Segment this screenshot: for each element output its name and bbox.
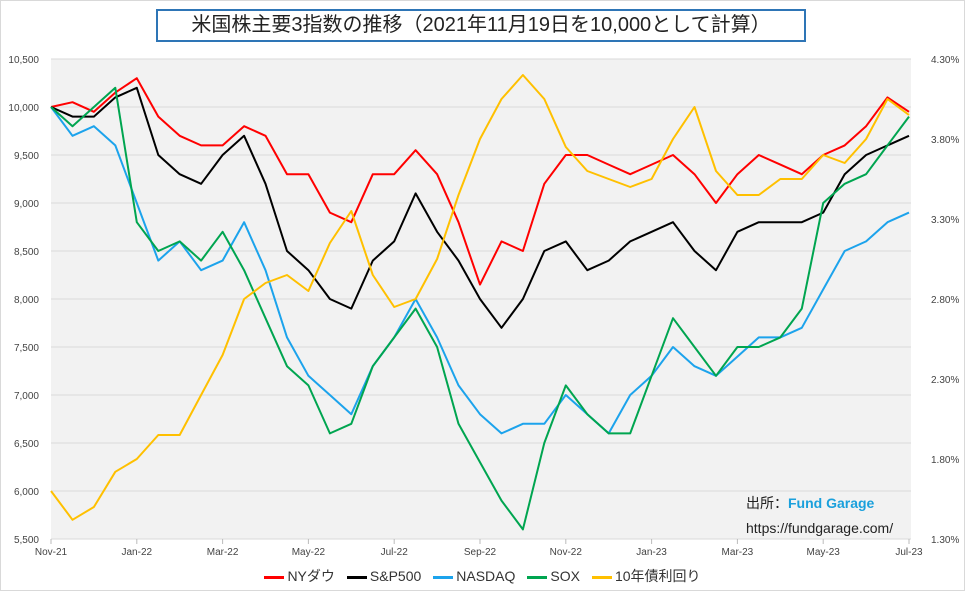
legend-item: SOX xyxy=(527,568,580,584)
y-right-tick-label: 3.80% xyxy=(931,135,959,146)
y-right-tick-label: 2.80% xyxy=(931,295,959,306)
y-left-tick-label: 10,000 xyxy=(8,103,39,114)
series-line-4 xyxy=(50,74,910,521)
y-right-tick-label: 4.30% xyxy=(931,55,959,66)
legend-swatch xyxy=(433,575,454,579)
x-tick-label: May-23 xyxy=(807,547,841,558)
y-left-tick-label: 6,500 xyxy=(14,439,39,450)
y-left-tick-label: 8,500 xyxy=(14,247,39,258)
y-left-tick-label: 6,000 xyxy=(14,487,39,498)
legend-label: SOX xyxy=(550,568,580,584)
legend-swatch xyxy=(346,575,367,579)
y-left-tick-label: 5,500 xyxy=(14,535,39,546)
series-line-3 xyxy=(50,86,910,531)
legend-item: 10年債利回り xyxy=(591,566,701,586)
series-line-2 xyxy=(50,106,910,435)
x-tick-label: Jan-22 xyxy=(122,547,153,558)
x-tick-label: Jul-22 xyxy=(381,547,409,558)
y-left-tick-label: 10,500 xyxy=(8,55,39,66)
y-right-tick-label: 2.30% xyxy=(931,375,959,386)
source-label: 出所： xyxy=(746,495,788,511)
legend-swatch xyxy=(527,575,548,579)
x-tick-label: Mar-23 xyxy=(722,547,754,558)
legend-item: NYダウ xyxy=(264,566,335,586)
y-left-tick-label: 7,500 xyxy=(14,343,39,354)
y-left-tick-label: 7,000 xyxy=(14,391,39,402)
x-tick-label: Nov-22 xyxy=(550,547,583,558)
legend-label: 10年債利回り xyxy=(614,568,701,584)
source-brand: Fund Garage xyxy=(788,495,875,511)
y-left-tick-label: 9,000 xyxy=(14,199,39,210)
x-tick-label: Jul-23 xyxy=(895,547,923,558)
chart-title: 米国株主要3指数の推移（2021年11月19日を10,000として計算） xyxy=(156,9,806,42)
series-line-1 xyxy=(50,86,910,329)
source-url: https://fundgarage.com/ xyxy=(746,520,894,536)
y-right-tick-label: 1.80% xyxy=(931,455,959,466)
legend-label: NYダウ xyxy=(287,568,335,584)
x-tick-label: Jan-23 xyxy=(636,547,667,558)
legend-swatch xyxy=(591,575,612,579)
x-tick-label: May-22 xyxy=(292,547,326,558)
source-note: 出所：Fund Garage https://fundgarage.com/ xyxy=(746,493,893,543)
legend: NYダウ S&P500 NASDAQ SOX 10年債利回り xyxy=(1,566,964,586)
legend-label: NASDAQ xyxy=(456,568,516,584)
x-tick-label: Nov-21 xyxy=(35,547,68,558)
x-tick-label: Mar-22 xyxy=(207,547,239,558)
legend-item: NASDAQ xyxy=(433,568,515,584)
legend-item: S&P500 xyxy=(346,568,422,584)
y-right-tick-label: 3.30% xyxy=(931,215,959,226)
y-right-tick-label: 1.30% xyxy=(931,535,959,546)
x-tick-label: Sep-22 xyxy=(464,547,497,558)
y-left-tick-label: 9,500 xyxy=(14,151,39,162)
legend-label: S&P500 xyxy=(369,568,422,584)
legend-swatch xyxy=(264,575,285,579)
series-line-0 xyxy=(50,77,910,286)
y-left-tick-label: 8,000 xyxy=(14,295,39,306)
